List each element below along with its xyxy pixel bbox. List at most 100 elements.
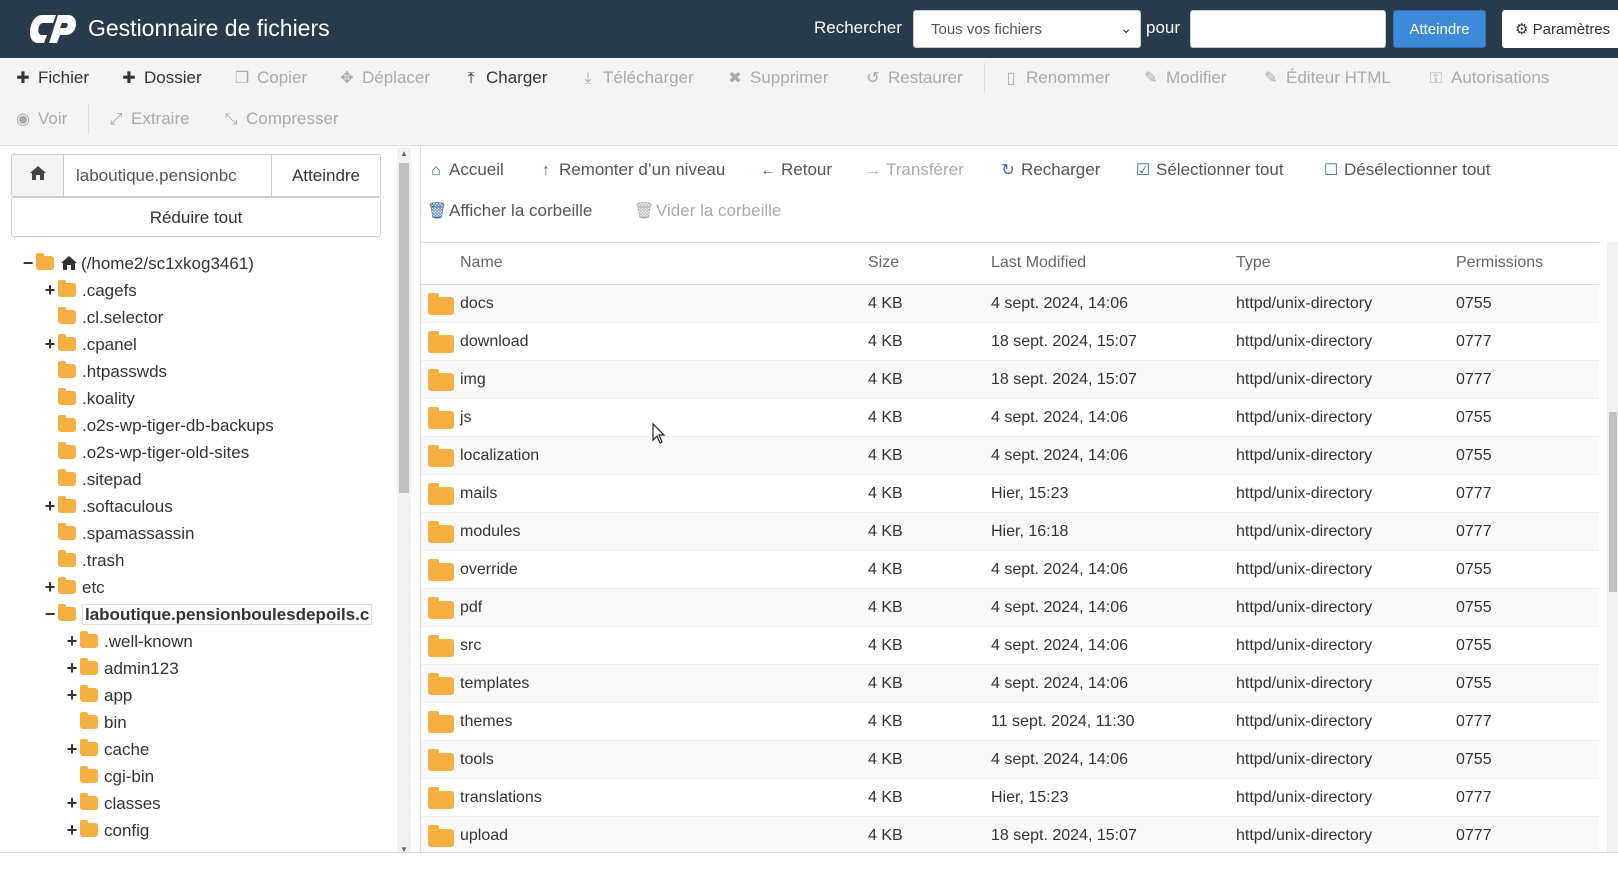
view-button[interactable]: ◉ Voir (14, 99, 67, 139)
collapse-icon[interactable]: − (22, 253, 34, 273)
tree-item[interactable]: .spamassassin (44, 520, 194, 547)
tree-item[interactable]: + config (66, 817, 149, 844)
select-all-button[interactable]: ☑ Sélectionner tout (1134, 150, 1284, 190)
nav-home-button[interactable]: ⌂ Accueil (427, 150, 504, 190)
cell-name: upload (460, 827, 509, 844)
delete-button[interactable]: ✖ Supprimer (726, 58, 828, 98)
expand-icon[interactable]: + (44, 280, 56, 300)
tree-item[interactable]: − laboutique.pensionboulesdepoils.c (44, 601, 373, 628)
tree-item[interactable]: .o2s-wp-tiger-db-backups (44, 412, 274, 439)
tree-item[interactable]: .koality (44, 385, 135, 412)
expand-icon[interactable]: + (66, 820, 78, 840)
collapse-icon[interactable]: − (44, 604, 56, 624)
table-row[interactable]: js 4 KB 4 sept. 2024, 14:06 httpd/unix-dire… (421, 399, 1599, 437)
table-row[interactable]: pdf 4 KB 4 sept. 2024, 14:06 httpd/unix-dir… (421, 589, 1599, 627)
table-scrollbar[interactable] (1607, 242, 1618, 881)
expand-icon[interactable]: + (66, 685, 78, 705)
table-row[interactable]: img 4 KB 18 sept. 2024, 15:07 httpd/unix-di… (421, 361, 1599, 399)
reload-button[interactable]: ↻ Recharger (999, 150, 1100, 190)
back-button[interactable]: ← Retour (759, 150, 832, 190)
tree-item[interactable]: − (/home2/sc1xkog3461) (22, 250, 254, 277)
collapse-all-button[interactable]: Réduire tout (11, 197, 381, 237)
search-go-button[interactable]: Atteindre (1393, 10, 1486, 48)
rename-button[interactable]: ▯ Renommer (1002, 58, 1111, 98)
edit-button[interactable]: ✎ Modifier (1142, 58, 1226, 98)
extract-button[interactable]: ⤢ Extraire (107, 99, 190, 139)
forward-button[interactable]: → Transférer (864, 150, 964, 190)
path-input[interactable] (63, 154, 272, 197)
expand-icon[interactable]: + (44, 334, 56, 354)
cell-modified: 18 sept. 2024, 15:07 (991, 827, 1137, 844)
restore-button[interactable]: ↺ Restaurer (864, 58, 962, 98)
tree-item[interactable]: .htpasswds (44, 358, 167, 385)
scrollbar-thumb[interactable] (1609, 412, 1617, 592)
tree-item-label: classes (104, 794, 161, 813)
scroll-up-icon[interactable]: ▲ (400, 149, 408, 158)
table-row[interactable]: src 4 KB 4 sept. 2024, 14:06 httpd/unix-dir… (421, 627, 1599, 665)
deselect-all-button[interactable]: ☐ Désélectionner tout (1322, 150, 1491, 190)
column-header-type[interactable]: Type (1236, 254, 1271, 271)
html-editor-button[interactable]: ✎ Éditeur HTML (1262, 58, 1391, 98)
empty-trash-button[interactable]: 🗑Vider la corbeille (634, 191, 781, 231)
column-header-permissions[interactable]: Permissions (1456, 254, 1544, 271)
download-button[interactable]: ⤓ Télécharger (579, 58, 693, 98)
tree-item[interactable]: .o2s-wp-tiger-old-sites (44, 439, 249, 466)
tree-item[interactable]: + app (66, 682, 132, 709)
expand-icon[interactable]: + (44, 496, 56, 516)
expand-icon[interactable]: + (66, 793, 78, 813)
expand-icon[interactable]: + (66, 739, 78, 759)
tree-item[interactable]: .trash (44, 547, 125, 574)
search-input[interactable] (1190, 10, 1386, 48)
column-header-size[interactable]: Size (868, 254, 900, 271)
tree-item[interactable]: bin (66, 709, 127, 736)
cell-type: httpd/unix-directory (1236, 561, 1373, 578)
new-folder-button[interactable]: ✚ Dossier (120, 58, 201, 98)
compress-button[interactable]: ⤡ Compresser (222, 99, 339, 139)
tree-item[interactable]: + .cpanel (44, 331, 137, 358)
tree-item[interactable]: + classes (66, 790, 161, 817)
path-go-button[interactable]: Atteindre (271, 154, 381, 197)
tree-item[interactable]: .sitepad (44, 466, 142, 493)
table-row[interactable]: override 4 KB 4 sept. 2024, 14:06 httpd/uni… (421, 551, 1599, 589)
search-scope-select[interactable]: Tous vos fichiers ⌄ (913, 10, 1141, 48)
up-one-level-button[interactable]: ↑ Remonter d’un niveau (537, 150, 725, 190)
show-trash-button[interactable]: 🗑Afficher la corbeille (427, 191, 592, 231)
tree-item[interactable]: + cache (66, 736, 149, 763)
copy-button[interactable]: ❐ Copier (233, 58, 307, 98)
expand-icon[interactable]: + (66, 658, 78, 678)
new-file-button[interactable]: ✚ Fichier (14, 58, 89, 98)
expand-icon[interactable]: + (66, 631, 78, 651)
table-row[interactable]: modules 4 KB Hier, 16:18 httpd/unix-directo… (421, 513, 1599, 551)
upload-button[interactable]: ⤒ Charger (462, 58, 547, 98)
table-row[interactable]: themes 4 KB 11 sept. 2024, 11:30 httpd/unix… (421, 703, 1599, 741)
table-row[interactable]: templates 4 KB 4 sept. 2024, 14:06 httpd/un… (421, 665, 1599, 703)
tree-item[interactable]: + .well-known (66, 628, 193, 655)
table-row[interactable]: download 4 KB 18 sept. 2024, 15:07 httpd/un… (421, 323, 1599, 361)
home-button[interactable] (11, 154, 64, 197)
table-row[interactable]: localization 4 KB 4 sept. 2024, 14:06 httpd… (421, 437, 1599, 475)
settings-button[interactable]: ⚙ Paramètres (1502, 10, 1618, 48)
expand-icon[interactable]: + (44, 577, 56, 597)
table-row[interactable]: translations 4 KB Hier, 15:23 httpd/unix-di… (421, 779, 1599, 817)
table-row[interactable]: docs 4 KB 4 sept. 2024, 14:06 httpd/unix-di… (421, 285, 1599, 323)
cell-type: httpd/unix-directory (1236, 713, 1373, 730)
tree-item[interactable]: + admin123 (66, 655, 179, 682)
column-header-name[interactable]: Name (460, 254, 503, 271)
table-row[interactable]: upload 4 KB 18 sept. 2024, 15:07 httpd/unix… (421, 817, 1599, 855)
table-row[interactable]: mails 4 KB Hier, 15:23 httpd/unix-directory… (421, 475, 1599, 513)
tree-item[interactable]: cgi-bin (66, 763, 154, 790)
tree-item[interactable]: .cl.selector (44, 304, 163, 331)
permissions-button[interactable]: ⚿ Autorisations (1427, 58, 1549, 98)
tree-item[interactable]: + etc (44, 574, 105, 601)
tree-scrollbar[interactable]: ▲ ▼ (397, 147, 411, 881)
folder-icon-cell (428, 597, 454, 619)
folder-icon (80, 819, 98, 837)
scrollbar-thumb[interactable] (399, 163, 409, 493)
table-row[interactable]: tools 4 KB 4 sept. 2024, 14:06 httpd/unix-d… (421, 741, 1599, 779)
move-button[interactable]: ✥ Déplacer (338, 58, 430, 98)
cell-name: themes (460, 713, 513, 730)
scroll-down-icon[interactable]: ▼ (400, 845, 408, 854)
column-header-modified[interactable]: Last Modified (991, 254, 1087, 271)
tree-item[interactable]: + .softaculous (44, 493, 173, 520)
tree-item[interactable]: + .cagefs (44, 277, 137, 304)
